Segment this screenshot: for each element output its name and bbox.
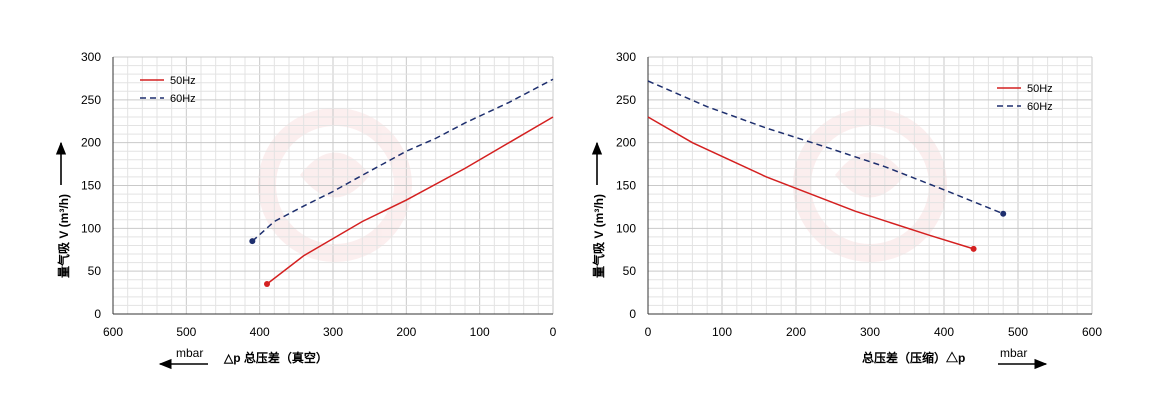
series-line-60hz bbox=[251, 78, 554, 242]
y-tick-label: 100 bbox=[81, 221, 101, 235]
series-lines bbox=[249, 78, 554, 288]
y-tick-label: 200 bbox=[616, 136, 636, 150]
x-axis-label: 总压差（压缩）△p bbox=[862, 350, 965, 365]
y-tick-label: 300 bbox=[616, 50, 636, 64]
x-tick-label: 500 bbox=[1008, 325, 1028, 339]
x-tick-label: 200 bbox=[396, 325, 416, 339]
x-unit-label: mbar bbox=[176, 346, 203, 360]
x-tick-label: 600 bbox=[103, 325, 123, 339]
y-tick-label: 0 bbox=[94, 307, 101, 321]
y-tick-labels: 0 50 100 150 200 250 300 bbox=[81, 50, 101, 321]
y-tick-label: 0 bbox=[629, 307, 636, 321]
y-tick-label: 250 bbox=[81, 93, 101, 107]
legend: 50Hz 60Hz bbox=[997, 83, 1053, 113]
x-axis-title: mbar △p 总压差（真空） bbox=[158, 346, 328, 370]
x-tick-label: 400 bbox=[934, 325, 954, 339]
series-line-60hz bbox=[647, 80, 1004, 215]
legend: 50Hz 60Hz bbox=[140, 75, 196, 105]
y-tick-label: 200 bbox=[81, 136, 101, 150]
x-tick-label: 200 bbox=[786, 325, 806, 339]
series-line-50hz bbox=[647, 116, 974, 250]
grid-lines bbox=[112, 56, 554, 315]
x-tick-label: 100 bbox=[470, 325, 490, 339]
x-tick-label: 500 bbox=[176, 325, 196, 339]
y-tick-labels: 0 50 100 150 200 250 300 bbox=[616, 50, 636, 321]
y-tick-label: 150 bbox=[81, 179, 101, 193]
x-tick-labels: 600 500 400 300 200 100 0 bbox=[103, 325, 557, 339]
y-tick-label: 50 bbox=[88, 264, 102, 278]
series-endpoint-60hz bbox=[1000, 210, 1007, 217]
y-axis-title: 量气吸 V (m³/h) bbox=[591, 141, 606, 278]
x-tick-label: 400 bbox=[250, 325, 270, 339]
series-line-50hz bbox=[266, 116, 554, 285]
x-tick-label: 600 bbox=[1082, 325, 1102, 339]
y-tick-label: 50 bbox=[623, 264, 637, 278]
x-tick-labels: 0 100 200 300 400 500 600 bbox=[645, 325, 1103, 339]
y-axis-title: 量气吸 V (m³/h) bbox=[55, 141, 71, 278]
legend-label: 60Hz bbox=[170, 93, 196, 105]
y-axis-label: 量气吸 V (m³/h) bbox=[56, 194, 71, 278]
y-tick-label: 250 bbox=[616, 93, 636, 107]
legend-label: 50Hz bbox=[1027, 83, 1053, 95]
chart-left: 600 500 400 300 200 100 0 0 50 100 150 200 250 300 5… bbox=[55, 50, 557, 370]
x-unit-label: mbar bbox=[1000, 346, 1027, 360]
x-axis-label: △p 总压差（真空） bbox=[223, 350, 328, 365]
x-tick-label: 300 bbox=[860, 325, 880, 339]
x-tick-label: 0 bbox=[645, 325, 652, 339]
axes bbox=[112, 57, 553, 315]
y-axis-label: 量气吸 V (m³/h) bbox=[591, 194, 606, 278]
x-tick-label: 100 bbox=[712, 325, 732, 339]
series-endpoint-60hz bbox=[249, 238, 256, 245]
y-tick-label: 300 bbox=[81, 50, 101, 64]
series-lines bbox=[647, 80, 1007, 252]
x-tick-label: 300 bbox=[323, 325, 343, 339]
y-tick-label: 150 bbox=[616, 179, 636, 193]
legend-label: 60Hz bbox=[1027, 101, 1053, 113]
legend-label: 50Hz bbox=[170, 75, 196, 87]
x-axis-title: 总压差（压缩）△p mbar bbox=[862, 346, 1048, 370]
x-tick-label: 0 bbox=[550, 325, 557, 339]
axes bbox=[647, 57, 1092, 315]
y-tick-label: 100 bbox=[616, 221, 636, 235]
grid-lines bbox=[647, 56, 1093, 315]
series-endpoint-50hz bbox=[970, 245, 977, 252]
series-endpoint-50hz bbox=[264, 281, 270, 288]
chart-right: 0 100 200 300 400 500 600 0 50 100 150 200 250 300 5… bbox=[591, 50, 1103, 370]
